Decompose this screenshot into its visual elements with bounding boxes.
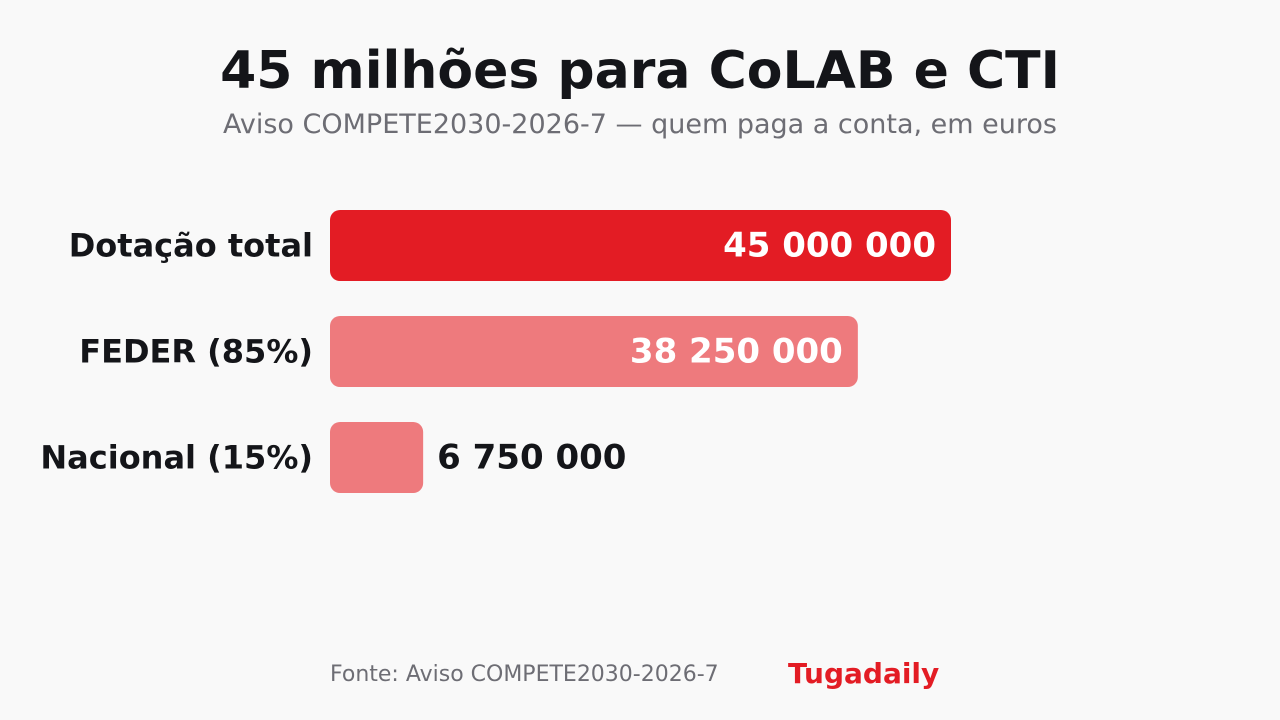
category-label-nacional-15: Nacional (15%) — [40, 439, 313, 477]
bar-feder-85 — [330, 316, 858, 387]
bar-dotacao-total — [330, 210, 951, 281]
chart-subtitle: Aviso COMPETE2030-2026-7 — quem paga a c… — [223, 109, 1057, 140]
value-label-feder-85: 38 250 000 — [630, 332, 843, 372]
bar-nacional-15 — [330, 422, 424, 493]
category-label-dotacao-total: Dotação total — [69, 227, 313, 265]
chart-title: 45 milhões para CoLAB e CTI — [220, 41, 1060, 101]
value-label-dotacao-total: 45 000 000 — [723, 226, 936, 266]
value-label-nacional-15: 6 750 000 — [437, 438, 626, 478]
source-note: Fonte: Aviso COMPETE2030-2026-7 — [330, 662, 719, 687]
category-label-feder-85: FEDER (85%) — [79, 333, 313, 371]
brand-logo-text: Tugadaily — [788, 657, 940, 690]
